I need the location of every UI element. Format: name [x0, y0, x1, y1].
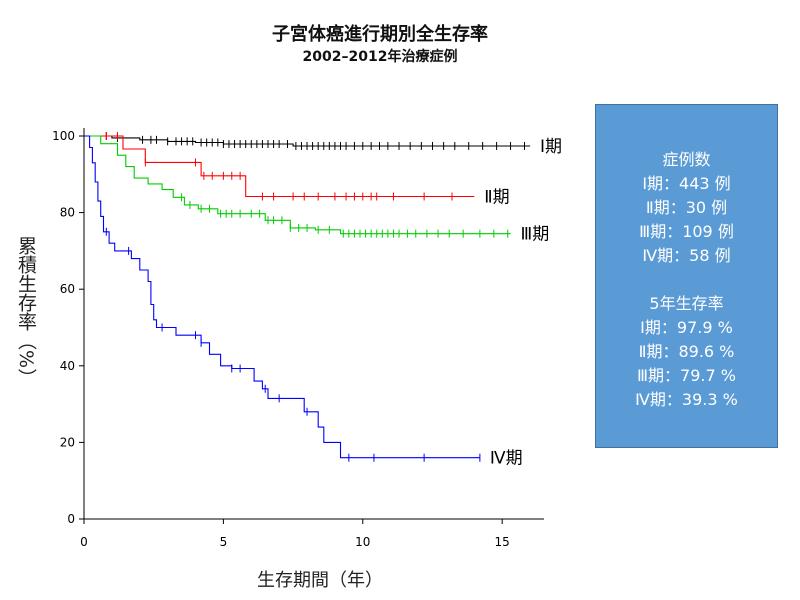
end-label-4: Ⅳ期 — [490, 449, 523, 469]
survival-curve-4 — [84, 135, 480, 459]
x-tick-label: 5 — [220, 535, 228, 549]
y-tick-label: 20 — [60, 435, 75, 449]
cases-stage-2: Ⅱ期：30 例 — [645, 198, 728, 217]
series-1 — [84, 132, 531, 150]
chart-subtitle: 2002–2012年治療症例 — [302, 49, 458, 65]
chart-title: 子宮体癌進行期別全生存率 — [272, 24, 488, 45]
survival-stage-4: Ⅳ期：39.3 % — [635, 390, 738, 409]
survival-curve-2 — [84, 135, 475, 198]
series-layer — [84, 132, 531, 462]
end-label-3: Ⅲ期 — [521, 225, 550, 245]
series-3 — [84, 135, 511, 238]
x-tick-label: 10 — [355, 535, 370, 549]
y-tick-label: 60 — [60, 282, 75, 296]
y-tick-label: 80 — [60, 206, 75, 220]
survival-stage-1: Ⅰ期：97.9 % — [640, 318, 733, 337]
x-axis-label: 生存期間（年） — [257, 570, 383, 591]
series-2 — [84, 132, 475, 201]
info-box: 症例数 Ⅰ期：443 例 Ⅱ期：30 例 Ⅲ期：109 例 Ⅳ期：58 例 5年… — [595, 104, 778, 448]
y-tick-label: 0 — [67, 512, 75, 526]
cases-heading: 症例数 — [662, 150, 711, 169]
end-label-1: Ⅰ期 — [540, 137, 562, 157]
survival-curve-3 — [84, 135, 511, 235]
chart-axes: 0 20 40 60 80 100 0 5 10 15 — [52, 128, 544, 549]
cases-stage-4: Ⅳ期：58 例 — [642, 246, 731, 265]
cases-stage-3: Ⅲ期：109 例 — [639, 222, 734, 241]
series-4 — [84, 135, 481, 462]
x-tick-label: 15 — [495, 535, 510, 549]
survival-heading: 5年生存率 — [649, 294, 724, 313]
y-tick-label: 100 — [52, 129, 75, 143]
cases-stage-1: Ⅰ期：443 例 — [642, 174, 731, 193]
end-label-2: Ⅱ期 — [484, 188, 509, 208]
y-tick-label: 40 — [60, 359, 75, 373]
survival-stage-3: Ⅲ期：79.7 % — [637, 366, 736, 385]
end-label-layer: Ⅰ期 Ⅱ期 Ⅲ期 Ⅳ期 — [484, 137, 562, 469]
survival-stage-2: Ⅱ期：89.6 % — [638, 342, 735, 361]
x-tick-label: 0 — [80, 535, 88, 549]
y-axis-label: 累積生存率（%） — [15, 236, 37, 388]
